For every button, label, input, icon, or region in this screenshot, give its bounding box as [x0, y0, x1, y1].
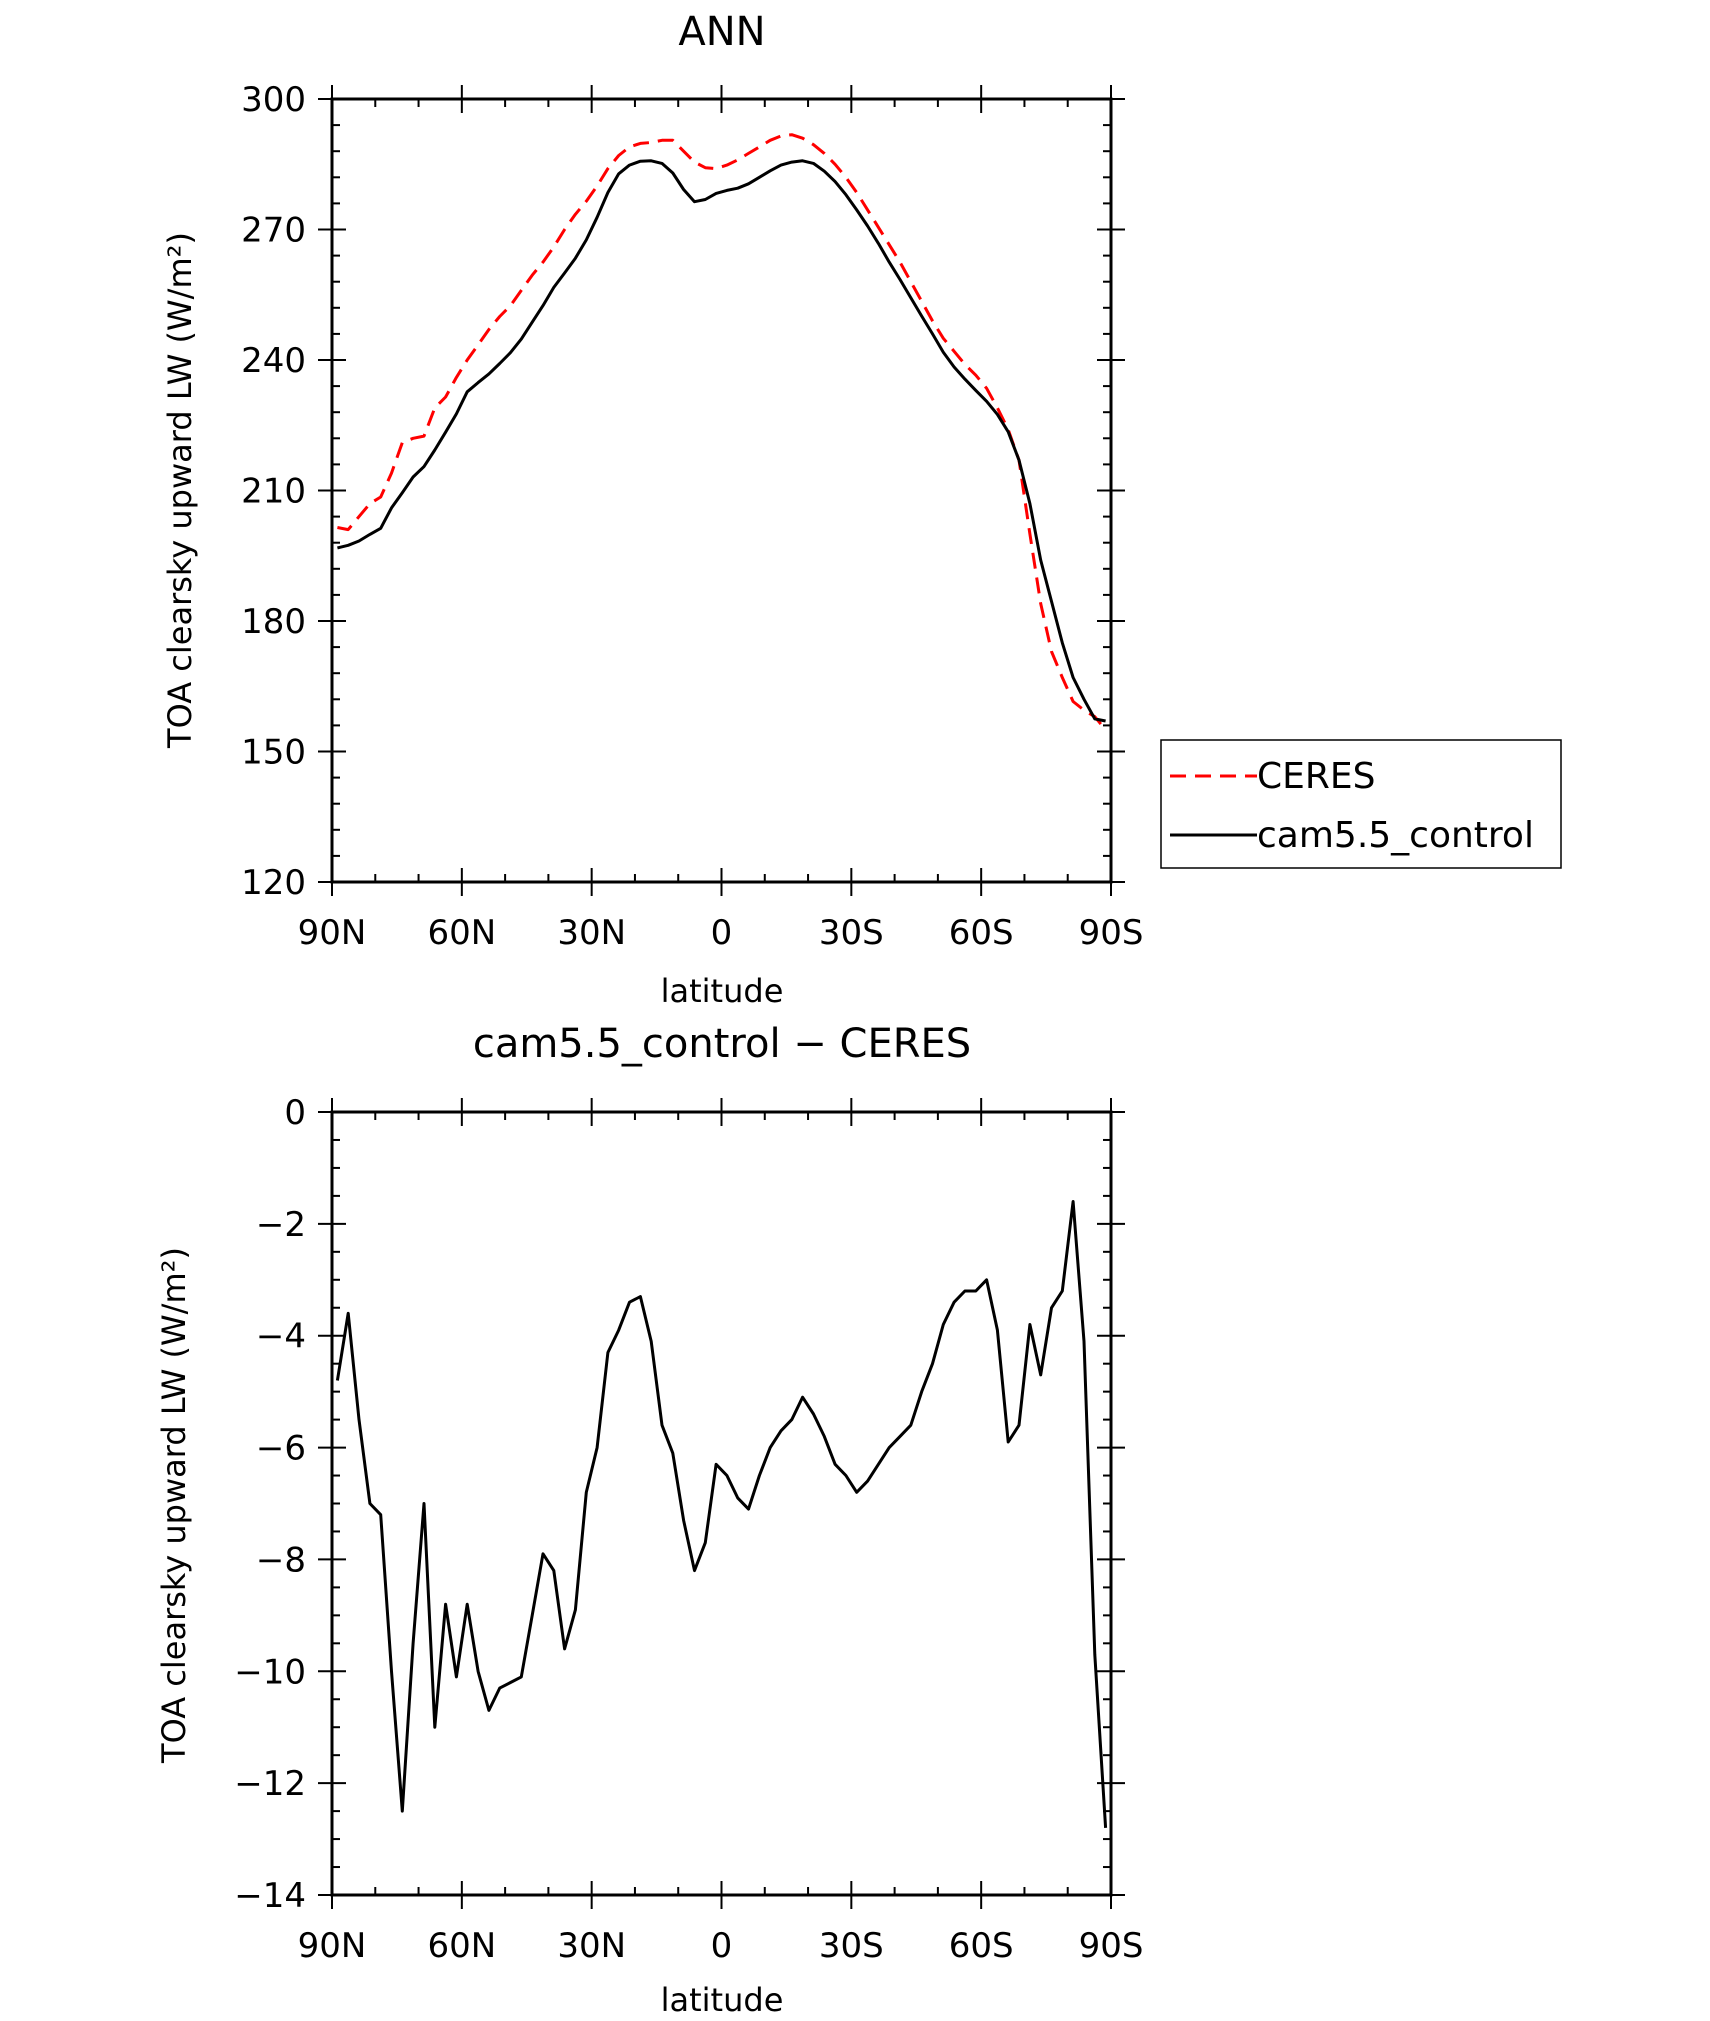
legend-box [1160, 739, 1562, 869]
legend: CERES cam5.5_control [1160, 739, 1562, 869]
bottom-x-axis-title: latitude [661, 1981, 784, 2019]
top-x-axis-title: latitude [661, 972, 784, 1010]
bottom-y-tick-label: −14 [234, 1876, 306, 1916]
bottom-tick-labels: 90N 60N 30N 0 30S 60S 90S 0 −2 −4 −6 −8 −10 −12 −14 [234, 1093, 1143, 1966]
top-y-tick-label: 240 [241, 341, 306, 381]
top-tick-labels: 90N 60N 30N 0 30S 60S 90S 120 150 180 210 240 270 300 [241, 80, 1143, 953]
top-x-tick-label: 0 [711, 913, 733, 953]
top-plot-title: ANN [678, 9, 765, 55]
bottom-y-tick-label: −2 [256, 1205, 306, 1245]
top-ticks [318, 85, 1125, 896]
top-y-tick-label: 150 [241, 733, 306, 773]
top-x-tick-label: 60S [949, 913, 1014, 953]
top-y-axis-title: TOA clearsky upward LW (W/m²) [161, 232, 199, 749]
bottom-y-axis-title: TOA clearsky upward LW (W/m²) [155, 1247, 193, 1764]
bottom-x-tick-label: 30S [819, 1926, 884, 1966]
top-y-tick-label: 300 [241, 80, 306, 120]
bottom-y-tick-label: −8 [256, 1540, 306, 1580]
bottom-y-tick-label: −12 [234, 1764, 306, 1804]
top-y-tick-label: 270 [241, 211, 306, 251]
top-series-line-1 [337, 133, 1107, 731]
bottom-plot-frame [330, 1110, 1113, 1897]
bottom-y-tick-label: −6 [256, 1429, 306, 1469]
legend-label-ceres: CERES [1257, 756, 1376, 797]
top-x-tick-label: 30N [557, 913, 626, 953]
bottom-x-tick-label: 60S [949, 1926, 1014, 1966]
top-y-tick-label: 120 [241, 863, 306, 903]
bottom-series [335, 1200, 1108, 1828]
bottom-x-tick-label: 90N [298, 1926, 367, 1966]
bottom-x-tick-label: 90S [1079, 1926, 1144, 1966]
bottom-panel: cam5.5_control − CERES TOA clearsky upwa… [155, 1021, 1143, 2019]
legend-label-cam: cam5.5_control [1257, 815, 1534, 856]
top-y-tick-label: 180 [241, 602, 306, 642]
top-panel: ANN TOA clearsky upward LW (W/m²) latitu… [161, 9, 1562, 1010]
top-series [337, 133, 1107, 731]
top-x-tick-label: 90N [298, 913, 367, 953]
top-x-tick-label: 90S [1079, 913, 1144, 953]
bottom-plot-title: cam5.5_control − CERES [473, 1021, 971, 1067]
top-y-tick-label: 210 [241, 472, 306, 512]
bottom-x-tick-label: 30N [557, 1926, 626, 1966]
top-x-tick-label: 60N [427, 913, 496, 953]
bottom-series-line-1 [335, 1200, 1108, 1828]
bottom-ticks [318, 1098, 1125, 1909]
bottom-y-tick-label: −4 [256, 1317, 306, 1357]
bottom-x-tick-label: 60N [427, 1926, 496, 1966]
bottom-x-tick-label: 0 [711, 1926, 733, 1966]
top-plot-frame [330, 97, 1113, 884]
top-series-line-2 [337, 159, 1106, 723]
top-x-tick-label: 30S [819, 913, 884, 953]
bottom-y-tick-label: −10 [234, 1652, 306, 1692]
bottom-y-tick-label: 0 [284, 1093, 306, 1133]
